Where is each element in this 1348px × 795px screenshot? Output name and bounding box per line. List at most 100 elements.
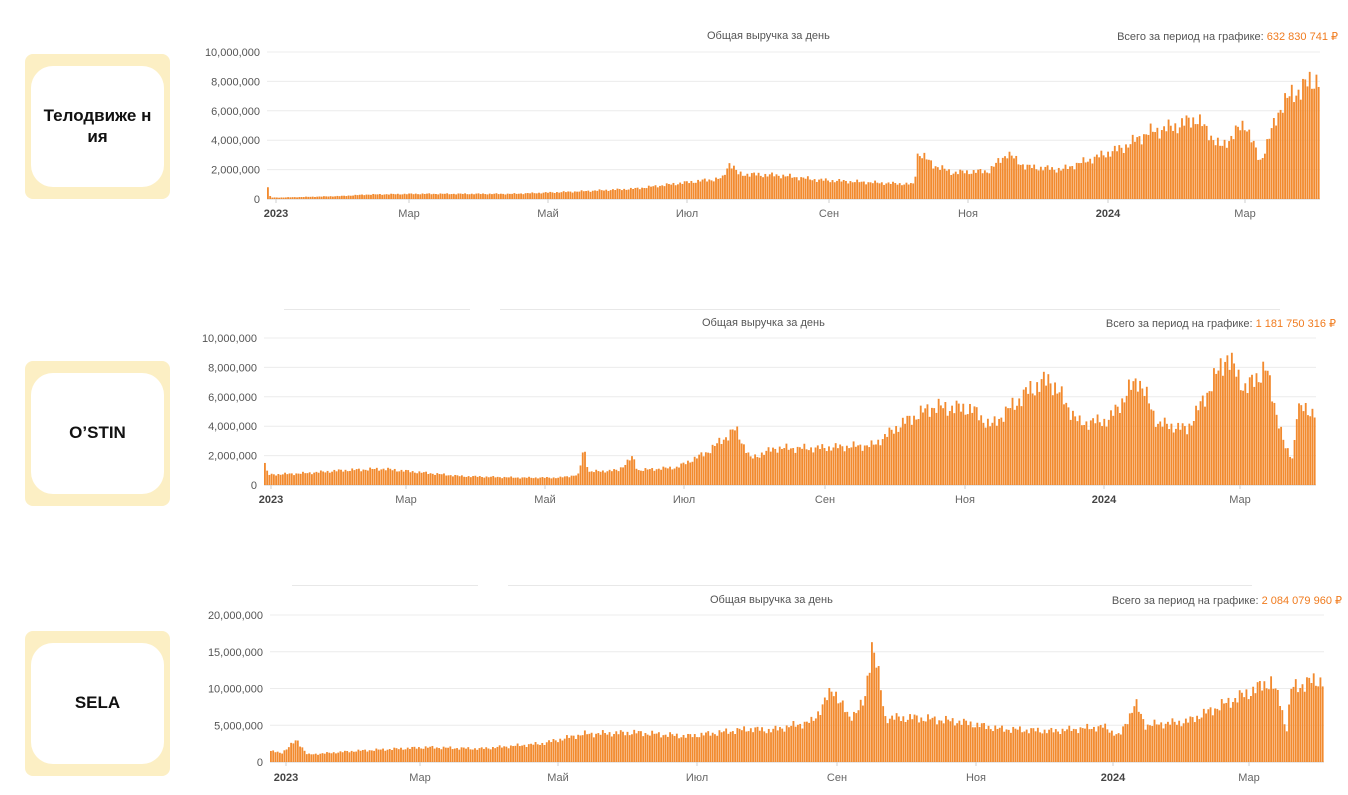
bar	[1151, 725, 1154, 762]
bar	[440, 474, 443, 485]
bar	[415, 748, 418, 762]
bar	[685, 181, 688, 199]
bar	[284, 197, 287, 199]
bar	[1075, 162, 1078, 199]
bar	[808, 722, 811, 762]
bar	[729, 429, 732, 485]
bar	[651, 468, 654, 485]
bar	[1132, 381, 1135, 485]
bar	[1303, 691, 1306, 762]
bar	[604, 733, 606, 762]
bar	[1063, 404, 1065, 485]
bar	[940, 720, 943, 762]
bar	[516, 477, 519, 485]
bar	[1288, 704, 1290, 762]
bar	[577, 473, 580, 485]
bar	[1001, 157, 1004, 199]
bar	[779, 727, 781, 762]
bar	[1272, 688, 1275, 762]
bar	[1022, 164, 1024, 199]
bar	[1201, 126, 1204, 199]
bar	[558, 192, 561, 199]
bar	[463, 476, 466, 485]
brand-name: O’STIN	[31, 373, 164, 494]
bar	[1187, 117, 1190, 199]
bar	[377, 749, 380, 762]
bar	[1229, 707, 1232, 762]
bar	[978, 420, 980, 485]
bar	[402, 749, 405, 762]
bar	[636, 187, 639, 199]
chart-total: Всего за период на графике: 632 830 741 …	[1117, 30, 1338, 43]
bar	[633, 729, 636, 762]
bar	[789, 173, 791, 199]
bar	[694, 182, 697, 199]
bar	[1250, 696, 1252, 762]
bar	[1098, 422, 1101, 485]
bar	[634, 187, 637, 199]
bar	[1214, 708, 1216, 762]
x-tick-label: Июл	[676, 208, 698, 220]
bar	[878, 183, 881, 199]
bar	[885, 183, 888, 199]
bar	[1039, 166, 1042, 199]
bar	[1223, 139, 1226, 199]
bar	[876, 182, 879, 199]
bar	[1018, 398, 1021, 485]
bar	[1072, 410, 1074, 485]
bar	[811, 180, 814, 199]
bar	[1217, 370, 1220, 485]
bar	[765, 450, 768, 485]
bar	[954, 171, 957, 199]
bar	[855, 713, 858, 762]
bar	[563, 476, 566, 485]
bar	[1104, 157, 1107, 199]
bar	[1185, 115, 1188, 199]
bar	[1216, 137, 1219, 199]
bar	[628, 735, 631, 762]
bar	[978, 727, 981, 762]
bar	[1126, 724, 1129, 762]
bar	[1290, 688, 1293, 762]
bar	[1051, 167, 1053, 199]
bar	[1174, 123, 1177, 199]
bar	[1199, 114, 1201, 199]
bar	[970, 173, 973, 199]
bar	[536, 744, 539, 762]
bar	[1131, 712, 1133, 762]
bar	[1181, 118, 1183, 199]
bar	[719, 178, 722, 199]
bar	[525, 477, 528, 485]
bar	[1221, 375, 1224, 485]
bar	[669, 732, 672, 762]
bar	[763, 454, 765, 485]
bar	[888, 427, 891, 485]
bar	[950, 174, 953, 199]
bar	[884, 716, 887, 762]
x-tick-label: Сен	[819, 208, 839, 220]
bar	[1019, 164, 1022, 199]
bar	[1095, 154, 1098, 199]
bar	[413, 472, 416, 485]
bar	[1083, 425, 1086, 485]
bar	[619, 730, 622, 762]
bar	[995, 425, 998, 485]
bar	[1073, 169, 1076, 199]
bar	[699, 181, 702, 199]
chart-total: Всего за период на графике: 2 084 079 96…	[1112, 594, 1342, 607]
bar	[798, 447, 801, 485]
bar	[1063, 731, 1066, 762]
bar	[785, 725, 788, 762]
bar	[984, 427, 987, 485]
bar	[1087, 429, 1090, 485]
bar	[323, 196, 325, 199]
bar	[1169, 724, 1172, 762]
x-tick-label: Май	[534, 494, 556, 506]
bar	[581, 735, 584, 762]
bar	[594, 190, 596, 199]
bar	[456, 748, 458, 762]
bar	[1226, 355, 1229, 485]
bar	[561, 477, 564, 485]
bar	[724, 174, 726, 199]
bar	[433, 748, 436, 762]
